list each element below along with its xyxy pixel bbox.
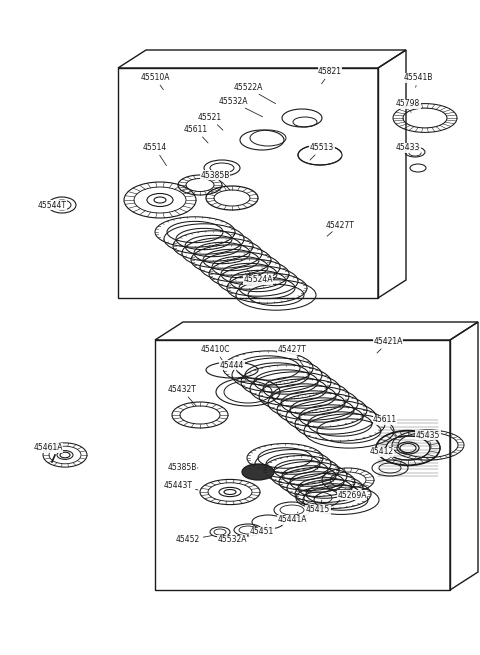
Text: 45461A: 45461A — [33, 443, 63, 454]
Text: 45432T: 45432T — [168, 386, 196, 406]
Text: 45514: 45514 — [143, 143, 167, 166]
Text: 45421A: 45421A — [373, 337, 403, 353]
Text: 45611: 45611 — [184, 126, 208, 143]
Text: 45522A: 45522A — [233, 83, 276, 103]
Text: 45541B: 45541B — [403, 73, 432, 87]
Text: 45269A: 45269A — [337, 481, 367, 500]
Text: 45451: 45451 — [250, 525, 274, 536]
Text: 45452: 45452 — [176, 536, 212, 544]
Text: 45521: 45521 — [198, 113, 223, 130]
Text: 45427T: 45427T — [277, 345, 306, 365]
Text: 45513: 45513 — [310, 143, 334, 160]
Text: 45427T: 45427T — [325, 221, 354, 236]
Text: 45385B: 45385B — [168, 464, 198, 472]
Text: 45821: 45821 — [318, 67, 342, 84]
Text: 45524A: 45524A — [243, 270, 273, 284]
Text: 45444: 45444 — [220, 360, 246, 380]
Text: 45385B: 45385B — [200, 170, 230, 190]
Text: 45532A: 45532A — [217, 535, 248, 544]
Text: 45441A: 45441A — [277, 512, 307, 525]
Text: 45412: 45412 — [370, 447, 396, 460]
Text: 45435: 45435 — [416, 430, 440, 447]
Text: 45410C: 45410C — [200, 345, 230, 365]
Ellipse shape — [242, 464, 274, 480]
Text: 45510A: 45510A — [140, 73, 170, 90]
Text: 45798: 45798 — [396, 100, 420, 113]
Text: 45611: 45611 — [373, 415, 397, 436]
Text: 45544T: 45544T — [37, 200, 67, 210]
Text: 45532A: 45532A — [218, 98, 263, 117]
Text: 45433: 45433 — [396, 143, 420, 153]
Text: 45415: 45415 — [306, 500, 330, 514]
Text: 45443T: 45443T — [164, 481, 198, 490]
